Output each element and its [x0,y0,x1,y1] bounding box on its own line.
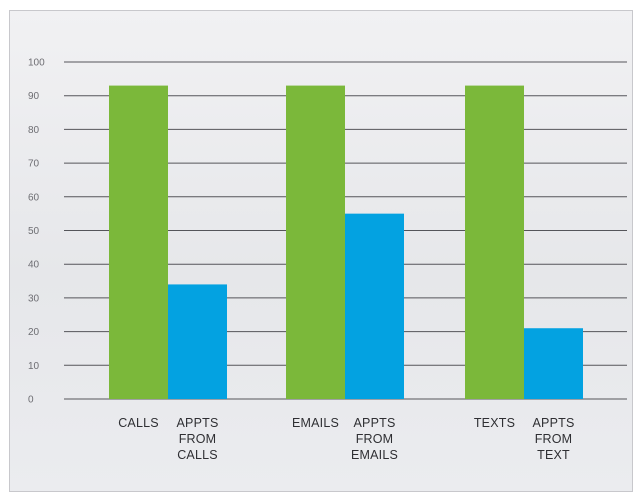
x-tick-label-line: APPTS [177,416,219,430]
x-tick-label-line: FROM [535,432,573,446]
x-tick-label: APPTS FROM CALLS [177,416,219,462]
y-tick-label: 10 [28,361,40,372]
y-tick-label: 100 [28,58,45,69]
bars [109,85,583,399]
x-tick-label-line: CALLS [118,416,159,430]
x-tick-label: APPTS FROM EMAILS [351,416,398,462]
bar-texts [465,85,524,399]
chart-frame: 0 10 20 30 40 50 60 70 80 90 100 CALLS APPTS FROM CAL… [9,10,633,492]
y-tick-label: 30 [28,293,40,304]
x-tick-label-line: EMAILS [292,416,339,430]
y-tick-label: 80 [28,125,40,136]
x-axis-labels: CALLS APPTS FROM CALLS EMAILS APPTS FROM EMAILS… [118,416,574,462]
bar-appts-from-text [524,328,583,399]
bar-appts-from-calls [168,284,227,399]
x-tick-label-line: TEXTS [474,416,515,430]
y-tick-label: 20 [28,327,40,338]
x-tick-label: EMAILS [292,416,339,430]
y-tick-label: 40 [28,260,40,271]
x-tick-label: APPTS FROM TEXT [533,416,575,462]
x-tick-label-line: CALLS [177,448,218,462]
bar-calls [109,85,168,399]
x-tick-label-line: APPTS [354,416,396,430]
y-tick-label: 60 [28,192,40,203]
y-tick-label: 0 [28,395,34,406]
x-tick-label-line: EMAILS [351,448,398,462]
x-tick-label-line: APPTS [533,416,575,430]
x-tick-label-line: FROM [179,432,217,446]
x-tick-label: TEXTS [474,416,515,430]
bar-appts-from-emails [345,213,404,399]
x-tick-label: CALLS [118,416,159,430]
bar-emails [286,85,345,399]
x-tick-label-line: FROM [356,432,394,446]
y-axis-ticks: 0 10 20 30 40 50 60 70 80 90 100 [28,58,45,406]
y-tick-label: 50 [28,226,40,237]
y-tick-label: 90 [28,91,40,102]
x-tick-label-line: TEXT [537,448,570,462]
y-tick-label: 70 [28,159,40,170]
